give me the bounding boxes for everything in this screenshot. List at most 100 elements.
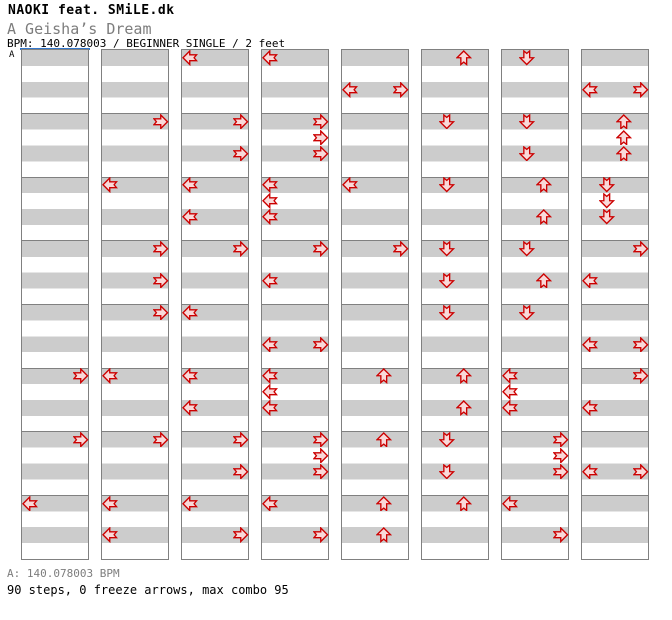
- measure-separator: [182, 113, 248, 115]
- right-arrow-note: [153, 272, 169, 289]
- measure-column-5: [341, 49, 409, 560]
- down-arrow-note: [439, 431, 455, 448]
- left-arrow-note: [342, 82, 358, 98]
- measure-separator: [582, 431, 648, 433]
- right-arrow-note: [233, 463, 249, 480]
- right-arrow-note: [313, 113, 329, 130]
- measure-separator: [182, 494, 248, 496]
- right-arrow-note: [153, 113, 169, 130]
- measure-separator: [422, 367, 488, 369]
- right-arrow-note: [633, 82, 649, 98]
- down-arrow-note: [519, 145, 535, 162]
- measure-separator: [102, 176, 168, 178]
- left-arrow-note: [262, 177, 278, 193]
- left-arrow-note: [102, 177, 118, 193]
- left-arrow-note: [182, 368, 198, 384]
- measure-separator: [502, 431, 568, 433]
- down-arrow-note: [439, 304, 455, 321]
- measure-separator: [102, 367, 168, 369]
- left-arrow-note: [262, 368, 278, 384]
- right-arrow-note: [313, 145, 329, 162]
- down-arrow-note: [439, 177, 455, 193]
- left-arrow-note: [262, 400, 278, 416]
- right-arrow-note: [313, 241, 329, 257]
- measure-separator: [262, 494, 328, 496]
- right-arrow-note: [153, 431, 169, 448]
- measure-separator: [22, 113, 88, 115]
- measure-separator: [22, 367, 88, 369]
- left-arrow-note: [262, 384, 278, 400]
- left-arrow-note: [502, 368, 518, 384]
- measure-separator: [22, 431, 88, 433]
- measure-separator: [422, 113, 488, 115]
- down-arrow-note: [439, 241, 455, 257]
- measure-separator: [22, 176, 88, 178]
- up-arrow-note: [536, 177, 552, 193]
- right-arrow-note: [553, 447, 569, 464]
- measure-separator: [502, 494, 568, 496]
- left-arrow-note: [182, 50, 198, 66]
- left-arrow-note: [22, 495, 38, 512]
- left-arrow-note: [102, 495, 118, 512]
- left-arrow-note: [262, 50, 278, 66]
- right-arrow-note: [313, 527, 329, 543]
- measure-column-6: [421, 49, 489, 560]
- right-arrow-note: [73, 368, 89, 384]
- left-arrow-note: [502, 384, 518, 400]
- down-arrow-note: [599, 193, 615, 209]
- footer-bpm-text: A: 140.078003 BPM: [7, 567, 120, 580]
- measure-separator: [342, 304, 408, 305]
- left-arrow-note: [102, 368, 118, 384]
- right-arrow-note: [553, 527, 569, 543]
- up-arrow-note: [536, 272, 552, 289]
- measure-column-3: [181, 49, 249, 560]
- measure-separator: [102, 113, 168, 115]
- measure-separator: [582, 367, 648, 369]
- measure-separator: [22, 494, 88, 496]
- right-arrow-note: [633, 241, 649, 257]
- up-arrow-note: [456, 495, 472, 512]
- measure-column-8: [581, 49, 649, 560]
- down-arrow-note: [519, 50, 535, 66]
- down-arrow-note: [599, 177, 615, 193]
- right-arrow-note: [73, 431, 89, 448]
- down-arrow-note: [519, 113, 535, 130]
- right-arrow-note: [153, 304, 169, 321]
- measure-column-7: [501, 49, 569, 560]
- up-arrow-note: [456, 400, 472, 416]
- measure-separator: [102, 431, 168, 433]
- measure-separator: [502, 304, 568, 305]
- right-arrow-note: [313, 129, 329, 146]
- measure-column-2: [101, 49, 169, 560]
- up-arrow-note: [376, 527, 392, 543]
- right-arrow-note: [633, 368, 649, 384]
- right-arrow-note: [313, 431, 329, 448]
- left-arrow-note: [262, 495, 278, 512]
- measure-separator: [262, 431, 328, 433]
- left-arrow-note: [182, 177, 198, 193]
- right-arrow-note: [233, 431, 249, 448]
- measure-separator: [582, 113, 648, 115]
- right-arrow-note: [393, 82, 409, 98]
- measure-separator: [502, 176, 568, 178]
- measure-separator: [102, 494, 168, 496]
- measure-column-1: [21, 49, 89, 560]
- left-arrow-note: [102, 527, 118, 543]
- measure-separator: [262, 113, 328, 115]
- measure-separator: [422, 240, 488, 242]
- measure-separator: [182, 304, 248, 305]
- down-arrow-note: [519, 241, 535, 257]
- measure-separator: [422, 431, 488, 433]
- measure-separator: [262, 240, 328, 242]
- right-arrow-note: [233, 527, 249, 543]
- up-arrow-note: [376, 431, 392, 448]
- left-arrow-note: [262, 272, 278, 289]
- measure-separator: [342, 367, 408, 369]
- measure-separator: [582, 240, 648, 242]
- left-arrow-note: [582, 400, 598, 416]
- left-arrow-note: [262, 336, 278, 352]
- measure-separator: [582, 176, 648, 178]
- measure-separator: [262, 367, 328, 369]
- up-arrow-note: [616, 113, 632, 130]
